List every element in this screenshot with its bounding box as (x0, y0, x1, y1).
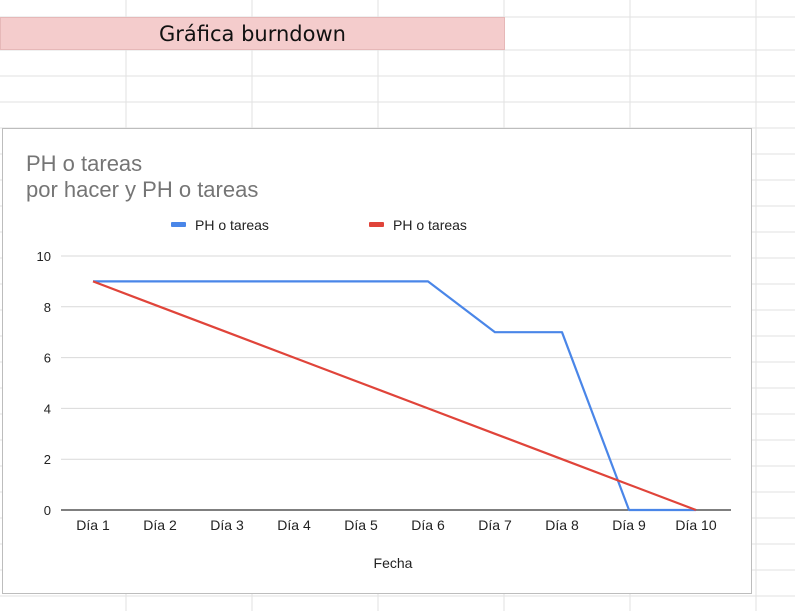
chart-title-line2: por hacer y PH o tareas (26, 177, 258, 202)
chart-legend: PH o tareas PH o tareas (171, 217, 467, 233)
sheet-title-text: Gráfica burndown (159, 21, 346, 46)
sheet-title-cell[interactable]: Gráfica burndown (0, 17, 505, 50)
x-tick-label: Día 2 (143, 517, 177, 533)
x-tick-label: Día 10 (675, 517, 716, 533)
x-tick-label: Día 7 (478, 517, 512, 533)
y-tick-label: 10 (37, 249, 51, 264)
x-axis-ticks: Día 1 Día 2 Día 3 Día 4 Día 5 Día 6 Día 7 Día 8… (76, 517, 717, 533)
chart-series-lines (92, 280, 697, 512)
x-tick-label: Día 6 (411, 517, 445, 533)
legend-label: PH o tareas (393, 217, 467, 233)
x-tick-label: Día 1 (76, 517, 110, 533)
y-tick-label: 2 (44, 452, 51, 467)
x-tick-label: Día 5 (344, 517, 378, 533)
x-axis-label: Fecha (374, 555, 413, 571)
series-line-1 (93, 280, 696, 512)
series-line-2 (92, 280, 697, 512)
chart-title-line1: PH o tareas (26, 151, 142, 176)
x-tick-label: Día 4 (277, 517, 311, 533)
x-tick-label: Día 8 (545, 517, 579, 533)
y-tick-label: 4 (44, 401, 51, 416)
y-tick-label: 0 (44, 503, 51, 518)
y-axis-ticks: 0 2 4 6 8 10 (37, 249, 51, 518)
y-tick-label: 8 (44, 300, 51, 315)
legend-swatch (171, 222, 186, 227)
y-tick-label: 6 (44, 351, 51, 366)
chart-container[interactable]: PH o tareas por hacer y PH o tareas 0 2 4 6… (2, 128, 752, 594)
legend-label: PH o tareas (195, 217, 269, 233)
x-tick-label: Día 3 (210, 517, 244, 533)
x-tick-label: Día 9 (612, 517, 646, 533)
chart-gridlines (61, 255, 731, 511)
burndown-line-chart: PH o tareas por hacer y PH o tareas 0 2 4 6… (26, 151, 731, 571)
legend-swatch (369, 222, 384, 227)
